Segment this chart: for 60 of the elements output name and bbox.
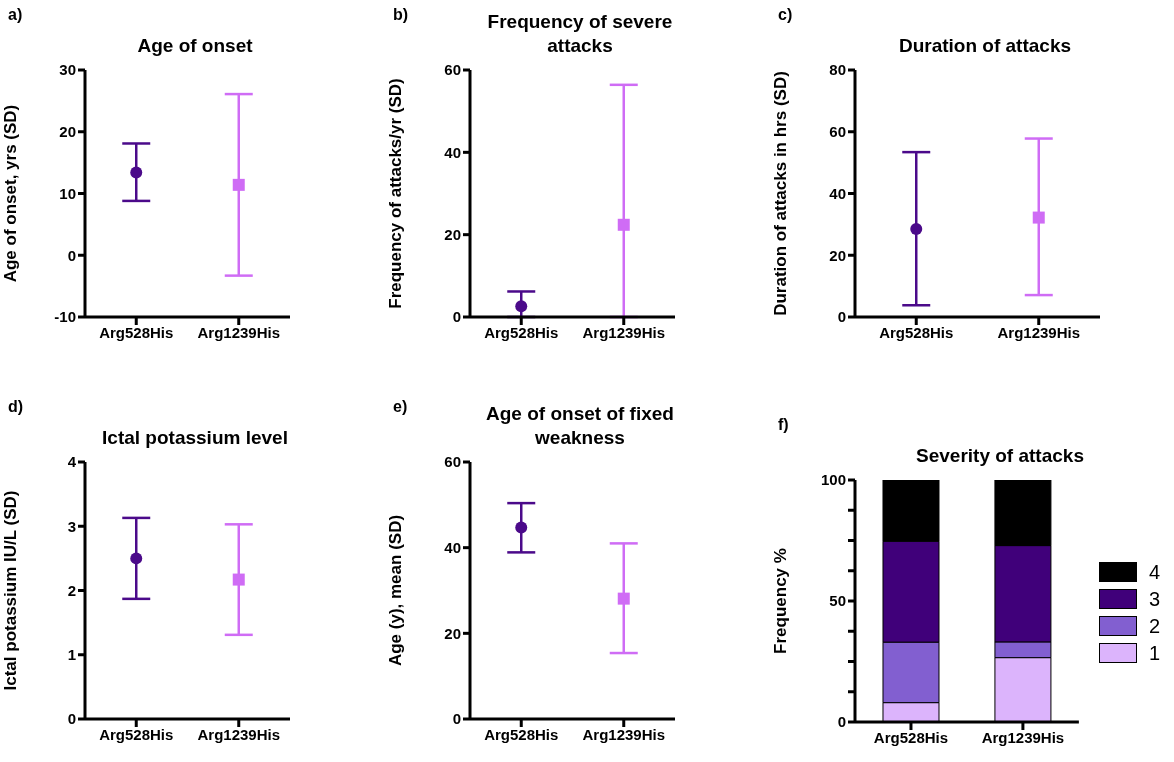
text: d) bbox=[8, 398, 24, 416]
y-tick-label: 0 bbox=[67, 246, 76, 264]
y-tick-label: -10 bbox=[54, 308, 76, 326]
y-tick-label: 20 bbox=[59, 123, 76, 141]
y-tick-label: 0 bbox=[837, 308, 846, 326]
x-tick-label: Arg528His bbox=[873, 728, 949, 746]
y-tick-label: 1 bbox=[67, 646, 76, 664]
y-tick-label: 60 bbox=[444, 61, 461, 79]
chart-title: Age of onset bbox=[136, 34, 254, 58]
y-tick-label: 30 bbox=[59, 61, 76, 79]
y-tick-label: 60 bbox=[444, 453, 461, 471]
y-axis-title: Frequency % bbox=[771, 548, 791, 654]
legend-label: 4 bbox=[1148, 560, 1160, 584]
legend-label: 1 bbox=[1148, 641, 1160, 665]
y-axis-title: Frequency of attacks/yr (SD) bbox=[386, 78, 406, 309]
y-axis-title: Age (y), mean (SD) bbox=[386, 514, 406, 667]
text: c) bbox=[778, 6, 793, 24]
y-tick-label: 100 bbox=[820, 471, 846, 489]
x-tick-label: Arg528His bbox=[99, 323, 174, 341]
chart-title: Frequency of severe attacks bbox=[486, 10, 674, 58]
legend-label: 2 bbox=[1148, 614, 1160, 638]
chart-title: Age of onset of fixed weakness bbox=[485, 402, 675, 450]
y-tick-label: 20 bbox=[444, 624, 461, 642]
y-tick-label: 20 bbox=[444, 225, 461, 243]
y-axis-title: Ictal potassium IU/L (SD) bbox=[1, 490, 21, 691]
y-tick-label: 10 bbox=[59, 184, 76, 202]
x-tick-label: Arg1239His bbox=[197, 323, 281, 341]
y-tick-label: 0 bbox=[452, 710, 461, 728]
text: e) bbox=[393, 398, 408, 416]
y-tick-label: 60 bbox=[829, 123, 846, 141]
y-tick-label: 2 bbox=[67, 581, 76, 599]
x-tick-label: Arg528His bbox=[879, 323, 954, 341]
y-tick-label: 40 bbox=[444, 538, 461, 556]
x-tick-label: Arg1239His bbox=[997, 323, 1081, 341]
text: a) bbox=[8, 6, 23, 24]
y-tick-label: 3 bbox=[67, 517, 76, 535]
y-tick-label: 40 bbox=[829, 184, 846, 202]
x-tick-label: Arg1239His bbox=[197, 725, 281, 743]
y-tick-label: 4 bbox=[67, 453, 77, 471]
text: f) bbox=[778, 416, 789, 434]
y-tick-label: 0 bbox=[837, 713, 846, 731]
y-tick-label: 80 bbox=[829, 61, 846, 79]
y-tick-label: 20 bbox=[829, 246, 846, 264]
chart-title: Severity of attacks bbox=[915, 444, 1085, 468]
y-tick-label: 50 bbox=[829, 592, 846, 610]
legend-label: 3 bbox=[1148, 587, 1160, 611]
x-tick-label: Arg528His bbox=[99, 725, 174, 743]
x-tick-label: Arg528His bbox=[484, 323, 559, 341]
x-tick-label: Arg1239His bbox=[582, 725, 666, 743]
chart-title: Duration of attacks bbox=[897, 34, 1073, 58]
chart-title: Ictal potassium level bbox=[101, 426, 289, 450]
y-tick-label: 0 bbox=[452, 308, 461, 326]
y-axis-title: Age of onset, yrs (SD) bbox=[1, 104, 21, 283]
x-tick-label: Arg528His bbox=[484, 725, 559, 743]
text: b) bbox=[393, 6, 409, 24]
y-tick-label: 0 bbox=[67, 710, 76, 728]
x-tick-label: Arg1239His bbox=[582, 323, 666, 341]
x-tick-label: Arg1239His bbox=[981, 728, 1065, 746]
y-tick-label: 40 bbox=[444, 143, 461, 161]
y-axis-title: Duration of attacks in hrs (SD) bbox=[771, 71, 791, 316]
